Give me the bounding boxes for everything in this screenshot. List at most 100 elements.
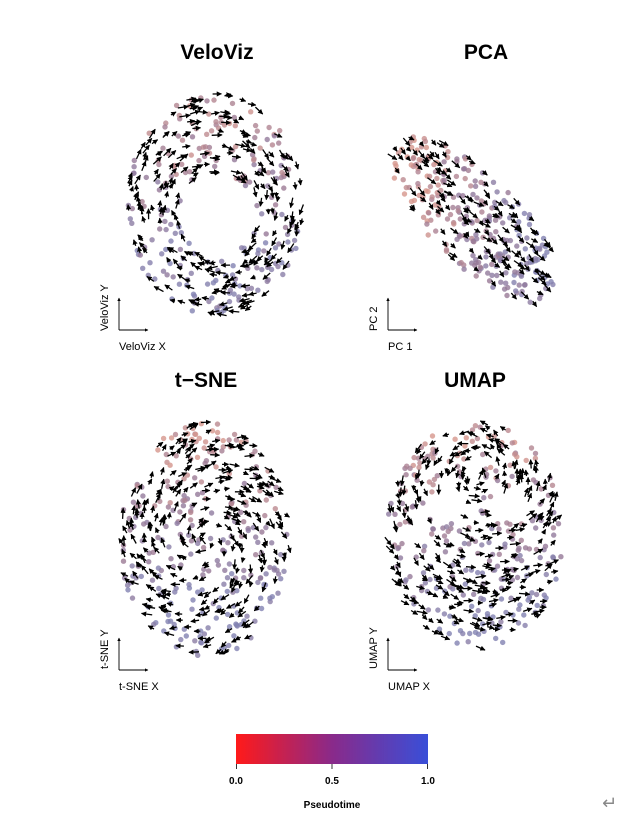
velocity-arrow (182, 146, 190, 147)
cell-point (232, 432, 237, 437)
velocity-arrow (443, 434, 449, 436)
velocity-arrow (481, 536, 488, 538)
velocity-arrow (224, 512, 232, 513)
cell-point (535, 603, 540, 608)
velocity-arrow (160, 518, 162, 526)
velocity-arrow (200, 533, 205, 536)
velocity-arrow (438, 456, 442, 463)
colorbar-stripe (412, 734, 413, 764)
velocity-arrow (496, 617, 505, 619)
cell-point (515, 575, 520, 580)
velocity-arrow (213, 156, 221, 158)
cell-point (527, 222, 532, 227)
cell-point (553, 576, 558, 581)
cell-point (269, 540, 274, 545)
cell-point (511, 280, 516, 285)
velocity-arrow (239, 448, 245, 450)
cell-point (163, 227, 168, 232)
velocity-arrow (485, 426, 489, 429)
cell-point (225, 540, 230, 545)
cell-point (529, 445, 534, 450)
cell-point (475, 436, 480, 441)
velocity-arrow (531, 239, 537, 243)
y-axis-label: VeloViz Y (99, 284, 111, 331)
velocity-arrow (267, 158, 274, 166)
colorbar-stripe (418, 734, 419, 764)
panel-veloviz-marks (126, 94, 304, 316)
velocity-arrow (455, 619, 464, 622)
velocity-arrow (243, 149, 251, 151)
velocity-arrow (510, 543, 521, 544)
velocity-arrow (137, 554, 140, 558)
velocity-arrow (443, 596, 448, 598)
velocity-arrow (170, 471, 176, 476)
cell-point (199, 479, 204, 484)
cell-point (234, 646, 239, 651)
cell-point (279, 175, 284, 180)
panel-veloviz: VeloViz VeloViz X VeloViz Y (99, 41, 303, 353)
velocity-arrow (436, 581, 443, 584)
cell-point (259, 529, 264, 534)
cell-point (485, 270, 490, 275)
velocity-arrow (451, 228, 459, 234)
cell-point (417, 157, 422, 162)
velocity-arrow (232, 156, 241, 157)
cell-point (538, 555, 543, 560)
cell-point (519, 538, 524, 543)
cell-point (463, 581, 468, 586)
cell-point (146, 559, 151, 564)
colorbar-stripe (400, 734, 401, 764)
cell-point (429, 489, 434, 494)
cell-point (226, 437, 231, 442)
velocity-arrow (225, 507, 233, 508)
cell-point (193, 432, 198, 437)
velocity-arrow (218, 130, 223, 132)
velocity-arrow (140, 235, 142, 241)
colorbar-stripe (364, 734, 365, 764)
cell-point (459, 260, 464, 265)
velocity-arrow (288, 545, 290, 553)
velocity-arrow (133, 506, 134, 515)
velocity-arrow (277, 196, 278, 202)
cell-point (499, 576, 504, 581)
cell-point (255, 251, 260, 256)
cell-point (525, 597, 530, 602)
cell-point (481, 495, 486, 500)
cell-point (233, 621, 238, 626)
cell-point (471, 592, 476, 597)
velocity-arrow (234, 539, 239, 546)
velocity-arrow (216, 272, 226, 273)
cell-point (209, 295, 214, 300)
velocity-arrow (146, 499, 149, 505)
cell-point (502, 541, 507, 546)
velocity-arrow (482, 583, 491, 584)
cell-point (208, 536, 213, 541)
velocity-arrow (461, 515, 468, 518)
colorbar-stripe (312, 734, 313, 764)
cell-point (528, 300, 533, 305)
velocity-arrow (196, 550, 206, 552)
colorbar-tick-label: 1.0 (421, 776, 435, 787)
velocity-arrow (245, 511, 251, 518)
cell-point (184, 633, 189, 638)
cell-point (166, 504, 171, 509)
velocity-arrow (134, 240, 136, 246)
cell-point (189, 538, 194, 543)
velocity-arrow (451, 594, 459, 599)
cell-point (283, 225, 288, 230)
velocity-arrow (141, 142, 145, 148)
velocity-arrow (504, 483, 507, 493)
cell-point (421, 215, 426, 220)
cell-point (414, 478, 419, 483)
velocity-arrow (135, 175, 141, 184)
cell-point (442, 611, 447, 616)
velocity-arrow (416, 500, 417, 509)
cell-point (430, 482, 435, 487)
colorbar-stripe (282, 734, 283, 764)
velocity-arrow (224, 488, 229, 489)
velocity-arrow (163, 445, 167, 451)
cell-point (500, 220, 505, 225)
colorbar-stripe (274, 734, 275, 764)
cell-point (212, 164, 217, 169)
cell-point (168, 619, 173, 624)
